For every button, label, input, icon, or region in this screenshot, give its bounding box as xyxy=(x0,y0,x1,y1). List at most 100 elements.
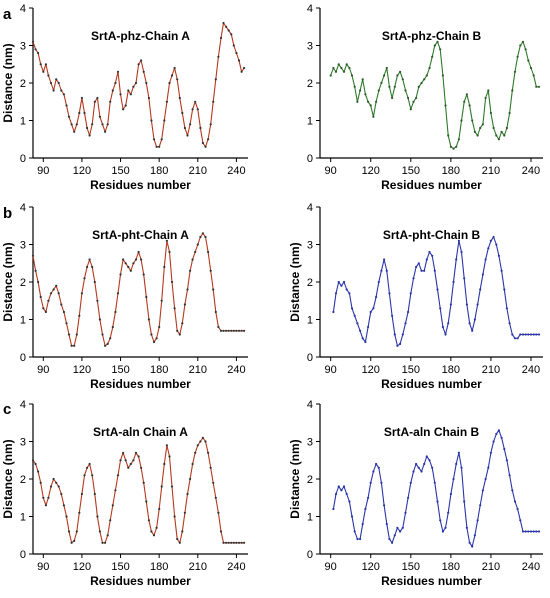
data-point xyxy=(367,496,370,499)
data-point xyxy=(396,526,399,529)
data-point xyxy=(181,530,184,533)
data-point xyxy=(519,519,522,522)
data-point xyxy=(150,119,153,122)
data-point xyxy=(473,130,476,133)
y-tick-label: 3 xyxy=(307,437,313,449)
data-point xyxy=(433,44,436,47)
data-point xyxy=(209,269,212,272)
data-point xyxy=(160,138,163,141)
data-point xyxy=(217,325,220,329)
y-tick-label: 1 xyxy=(20,512,26,524)
data-point xyxy=(91,265,94,269)
data-point xyxy=(527,333,530,336)
data-point xyxy=(340,284,343,287)
data-point xyxy=(535,333,538,336)
x-tick-label: 180 xyxy=(442,364,460,376)
panel-letter-a: a xyxy=(3,6,12,23)
data-point xyxy=(380,81,383,85)
data-point xyxy=(52,477,55,481)
y-tick-label: 4 xyxy=(20,202,26,214)
data-point xyxy=(39,295,42,299)
data-point xyxy=(191,258,194,261)
data-point xyxy=(535,85,538,88)
data-point xyxy=(183,126,186,130)
data-point xyxy=(348,66,351,70)
data-point xyxy=(67,115,71,118)
data-point xyxy=(428,250,431,254)
x-tick-label: 90 xyxy=(37,165,49,177)
data-point xyxy=(88,462,91,466)
data-point xyxy=(34,269,37,272)
data-point xyxy=(385,522,388,526)
data-point xyxy=(425,74,428,77)
data-point xyxy=(471,329,474,332)
data-point xyxy=(98,530,101,533)
data-point xyxy=(114,81,117,85)
data-point xyxy=(428,66,431,70)
data-point xyxy=(500,436,503,439)
data-point xyxy=(235,541,238,544)
data-point xyxy=(165,239,168,242)
x-tick-label: 150 xyxy=(402,165,420,177)
data-point xyxy=(388,85,391,88)
data-point xyxy=(214,310,217,314)
data-point xyxy=(353,314,356,317)
chart-title: SrtA-aln Chain A xyxy=(93,425,188,439)
data-point xyxy=(44,310,48,314)
chart-title: SrtA-aln Chain B xyxy=(384,425,480,439)
data-point xyxy=(80,96,83,100)
data-point xyxy=(457,239,460,242)
data-point xyxy=(106,534,109,537)
data-point xyxy=(537,333,541,336)
data-point xyxy=(189,269,192,272)
data-point xyxy=(93,280,96,284)
data-point xyxy=(122,451,125,454)
data-point xyxy=(404,511,407,514)
data-point xyxy=(178,96,181,100)
y-tick-label: 2 xyxy=(307,78,313,90)
data-point xyxy=(393,85,396,88)
data-point xyxy=(219,36,223,40)
data-point xyxy=(412,470,415,473)
data-point xyxy=(439,519,442,522)
data-point xyxy=(70,344,73,347)
data-point xyxy=(122,108,125,111)
data-point xyxy=(356,322,359,325)
data-point xyxy=(142,70,145,73)
data-point xyxy=(417,262,420,265)
data-point xyxy=(227,329,230,332)
data-point xyxy=(441,74,444,77)
data-point xyxy=(495,134,498,137)
data-point xyxy=(75,123,78,126)
data-point xyxy=(240,70,243,73)
y-tick-label: 2 xyxy=(307,277,313,289)
data-point xyxy=(436,500,439,503)
data-point xyxy=(463,500,466,503)
data-point xyxy=(65,322,68,325)
y-tick-label: 4 xyxy=(307,202,313,214)
data-point xyxy=(465,303,468,306)
data-point xyxy=(342,70,346,73)
data-point xyxy=(481,489,484,492)
data-point xyxy=(34,462,37,466)
y-tick-label: 0 xyxy=(307,352,313,364)
data-point xyxy=(96,96,99,100)
data-point xyxy=(396,74,399,77)
data-point xyxy=(380,269,383,272)
data-point xyxy=(86,466,89,469)
data-point xyxy=(345,288,348,291)
data-point xyxy=(369,104,372,107)
data-point xyxy=(455,462,458,466)
data-point xyxy=(183,511,186,514)
data-point xyxy=(361,522,364,526)
data-point xyxy=(176,537,179,541)
data-point xyxy=(155,337,158,340)
y-tick-label: 3 xyxy=(20,437,26,449)
data-point xyxy=(39,481,42,484)
data-point xyxy=(237,541,241,544)
data-point xyxy=(124,459,127,462)
data-point xyxy=(137,455,140,458)
y-tick-label: 4 xyxy=(307,3,313,15)
data-point xyxy=(170,74,174,77)
data-point xyxy=(60,492,63,496)
